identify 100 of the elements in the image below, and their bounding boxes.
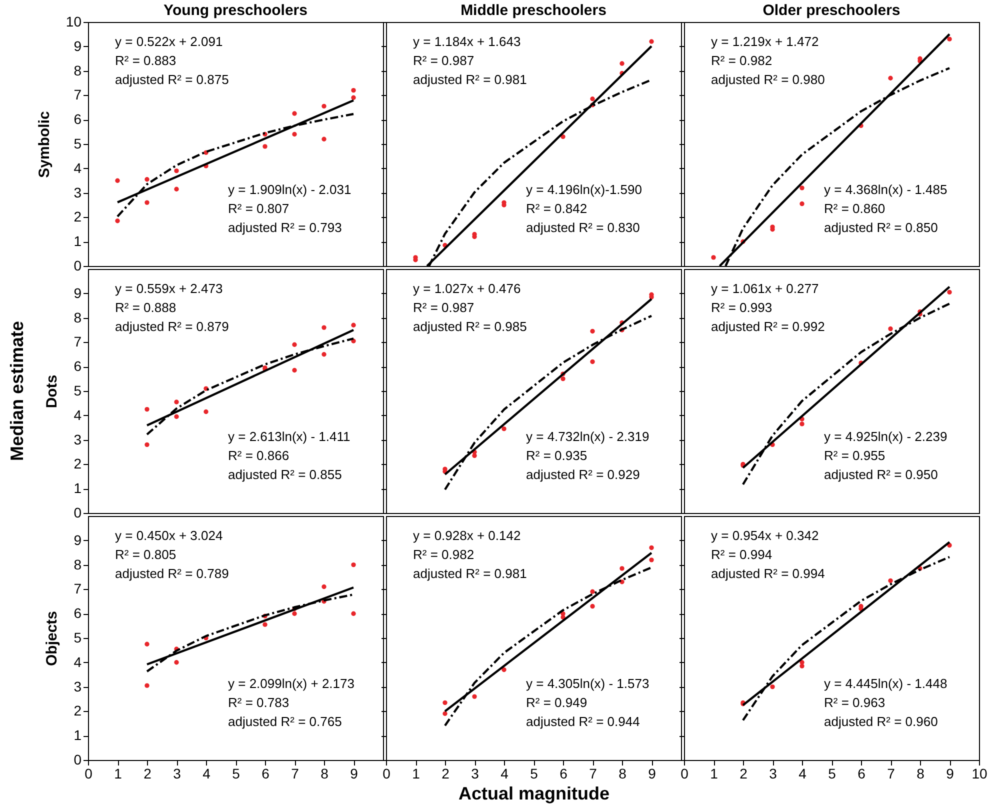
x-tick-label: 6: [560, 766, 568, 782]
point: [174, 186, 179, 192]
point: [590, 604, 595, 609]
annotation: adjusted R² = 0.789: [115, 566, 229, 581]
point: [560, 134, 566, 140]
y-tick-label: 7: [74, 580, 82, 597]
annotation: R² = 0.963: [824, 695, 886, 710]
point: [888, 578, 893, 583]
y-tick-label: 7: [74, 86, 82, 103]
y-tick-label: 8: [74, 62, 82, 78]
point: [800, 664, 804, 668]
point: [800, 186, 804, 190]
annotation: adjusted R² = 0.875: [115, 72, 229, 87]
annotation: adjusted R² = 0.980: [711, 72, 825, 87]
annotation: adjusted R² = 0.950: [824, 467, 938, 482]
point: [800, 201, 804, 206]
y-tick-label: 9: [74, 38, 82, 54]
point: [322, 584, 326, 590]
x-tick-label: 9: [648, 766, 656, 782]
x-tick-label: 4: [202, 766, 211, 782]
x-tick-label: 2: [144, 766, 152, 782]
y-tick-label: 9: [74, 532, 82, 548]
point: [590, 328, 595, 334]
y-tick-label: 6: [74, 358, 82, 374]
y-tick-label: 4: [74, 406, 82, 423]
point: [800, 422, 804, 426]
point: [115, 178, 120, 183]
annotation: R² = 0.866: [228, 448, 290, 463]
annotation: adjusted R² = 0.981: [413, 72, 527, 87]
annotation: R² = 0.888: [115, 300, 176, 315]
y-tick-label: 1: [74, 727, 82, 744]
x-tick-label: 5: [232, 766, 240, 782]
chart-title: Young preschoolers: [164, 2, 308, 19]
point: [144, 177, 150, 182]
point: [351, 322, 356, 328]
y-tick-label: 4: [74, 160, 82, 176]
point: [292, 132, 297, 137]
annotation: adjusted R² = 0.855: [228, 467, 342, 482]
chart-title: Middle preschoolers: [460, 2, 606, 19]
y-tick-label: 6: [74, 605, 82, 622]
annotation: y = 0.928x + 0.142: [413, 528, 521, 543]
x-tick-label: 8: [916, 766, 925, 782]
x-tick-label: 0: [84, 766, 93, 782]
y-tick-label: 9: [74, 284, 82, 301]
annotation: y = 4.925ln(x) - 2.239: [824, 429, 948, 444]
x-tick-label: 9: [946, 766, 954, 782]
annotation: y = 0.450x + 3.024: [115, 528, 223, 543]
point: [144, 642, 150, 646]
y-tick-label: 8: [74, 309, 82, 326]
y-tick-label: 6: [74, 111, 82, 128]
y-axis-title: Objects: [44, 610, 61, 666]
point: [322, 136, 326, 142]
point: [472, 694, 477, 699]
point: [204, 409, 208, 414]
point: [649, 558, 654, 562]
y-tick-label: 5: [74, 136, 82, 152]
point: [322, 104, 326, 109]
point: [472, 453, 477, 458]
y-axis-title: Symbolic: [36, 111, 53, 178]
annotation: adjusted R² = 0.830: [526, 220, 640, 235]
y-tick-label: 7: [74, 334, 82, 350]
annotation: adjusted R² = 0.879: [115, 319, 229, 334]
point: [144, 683, 150, 688]
point: [292, 342, 297, 347]
x-tick-label: 7: [589, 766, 598, 782]
point: [590, 589, 595, 594]
point: [888, 326, 893, 332]
annotation: R² = 0.982: [711, 53, 772, 68]
point: [888, 76, 893, 80]
x-tick-label: 7: [291, 766, 300, 782]
y-tick-label: 3: [74, 184, 82, 200]
x-tick-label: 10: [972, 766, 988, 782]
point: [144, 200, 150, 205]
annotation: y = 4.732ln(x) - 2.319: [526, 429, 650, 444]
annotation: y = 1.027x + 0.476: [413, 281, 521, 296]
point: [590, 96, 595, 102]
annotation: adjusted R² = 0.985: [413, 319, 527, 334]
x-tick-label: 1: [114, 766, 122, 782]
x-tick-label: 4: [500, 766, 509, 782]
annotation: y = 4.368ln(x) - 1.485: [824, 182, 948, 197]
x-tick-label: 2: [740, 766, 748, 782]
y-tick-label: 0: [74, 504, 82, 520]
annotation: y = 4.196ln(x)-1.590: [526, 182, 642, 197]
annotation: R² = 0.883: [115, 53, 176, 68]
x-tick-label: 8: [618, 766, 627, 782]
point: [502, 667, 506, 672]
point: [711, 255, 716, 260]
point: [590, 359, 595, 364]
point: [351, 611, 356, 616]
point: [770, 684, 775, 690]
annotation: R² = 0.987: [413, 53, 474, 68]
y-axis-title: Dots: [44, 374, 61, 408]
text: Median estimate: [7, 320, 27, 462]
annotation: R² = 0.842: [526, 201, 588, 216]
x-tick-label: 3: [173, 766, 182, 782]
point: [144, 406, 150, 412]
annotation: y = 1.061x + 0.277: [711, 281, 819, 296]
point: [649, 545, 654, 550]
annotation: R² = 0.783: [228, 695, 290, 710]
point: [292, 111, 297, 116]
